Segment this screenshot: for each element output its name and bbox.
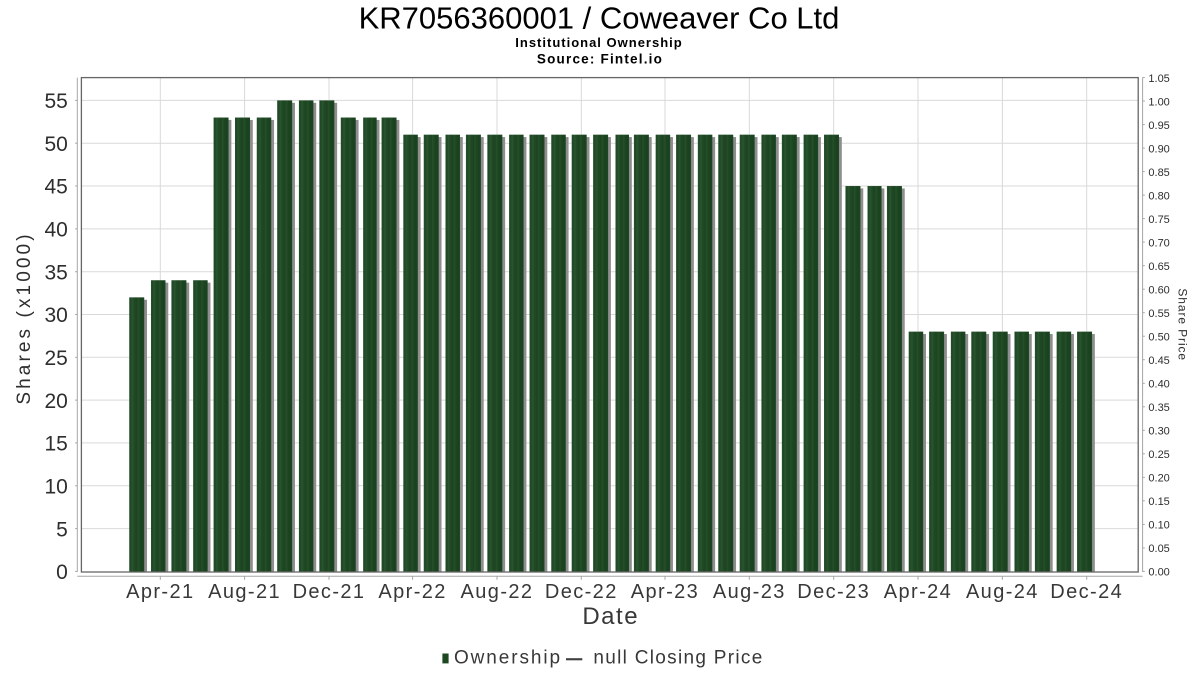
svg-text:1.00: 1.00 (1148, 96, 1169, 108)
svg-text:50: 50 (44, 133, 67, 156)
svg-text:0.35: 0.35 (1148, 402, 1169, 414)
svg-text:0.90: 0.90 (1148, 143, 1169, 155)
svg-text:0.20: 0.20 (1148, 473, 1169, 485)
svg-text:15: 15 (44, 433, 67, 456)
svg-text:20: 20 (44, 390, 67, 413)
svg-text:0.60: 0.60 (1148, 285, 1169, 297)
svg-text:null Closing Price: null Closing Price (593, 648, 763, 669)
svg-text:45: 45 (44, 176, 67, 199)
svg-text:30: 30 (44, 304, 67, 327)
svg-text:0.50: 0.50 (1148, 332, 1169, 344)
svg-text:5: 5 (56, 518, 68, 541)
svg-text:0.55: 0.55 (1148, 308, 1169, 320)
svg-text:Apr-22: Apr-22 (378, 581, 446, 603)
svg-text:1.05: 1.05 (1148, 73, 1169, 85)
svg-text:0.70: 0.70 (1148, 237, 1169, 249)
svg-text:55: 55 (44, 90, 67, 113)
svg-text:40: 40 (44, 219, 67, 242)
svg-text:0.45: 0.45 (1148, 355, 1169, 367)
svg-text:10: 10 (44, 476, 67, 499)
svg-text:KR7056360001 / Coweaver Co Ltd: KR7056360001 / Coweaver Co Ltd (359, 1, 840, 36)
svg-text:0.10: 0.10 (1148, 520, 1169, 532)
svg-text:0.40: 0.40 (1148, 379, 1169, 391)
svg-text:25: 25 (44, 347, 67, 370)
svg-text:0.25: 0.25 (1148, 449, 1169, 461)
svg-text:0.75: 0.75 (1148, 214, 1169, 226)
svg-text:Institutional Ownership: Institutional Ownership (515, 35, 682, 50)
svg-text:35: 35 (44, 261, 67, 284)
svg-text:0.85: 0.85 (1148, 167, 1169, 179)
svg-text:Dec-22: Dec-22 (545, 581, 618, 603)
svg-text:Apr-23: Apr-23 (631, 581, 699, 603)
svg-text:Dec-21: Dec-21 (293, 581, 366, 603)
svg-text:0.80: 0.80 (1148, 190, 1169, 202)
svg-text:Apr-21: Apr-21 (126, 581, 194, 603)
svg-text:Apr-24: Apr-24 (884, 581, 952, 603)
svg-text:0.95: 0.95 (1148, 120, 1169, 132)
svg-text:Share Price: Share Price (1176, 288, 1190, 361)
svg-text:0.05: 0.05 (1148, 543, 1169, 555)
svg-text:0.15: 0.15 (1148, 496, 1169, 508)
svg-text:0.30: 0.30 (1148, 426, 1169, 438)
svg-text:Date: Date (582, 603, 639, 630)
svg-text:Aug-24: Aug-24 (966, 581, 1039, 603)
svg-text:0.65: 0.65 (1148, 261, 1169, 273)
svg-text:0.00: 0.00 (1148, 567, 1169, 579)
svg-text:Aug-23: Aug-23 (713, 581, 786, 603)
svg-text:Shares (x1000): Shares (x1000) (14, 231, 35, 404)
svg-text:Source: Fintel.io: Source: Fintel.io (537, 52, 663, 67)
svg-text:0: 0 (56, 561, 68, 584)
svg-text:Ownership: Ownership (454, 648, 562, 669)
svg-text:Dec-24: Dec-24 (1050, 581, 1123, 603)
svg-text:Dec-23: Dec-23 (797, 581, 870, 603)
svg-text:Aug-22: Aug-22 (461, 581, 534, 603)
svg-text:Aug-21: Aug-21 (208, 581, 281, 603)
